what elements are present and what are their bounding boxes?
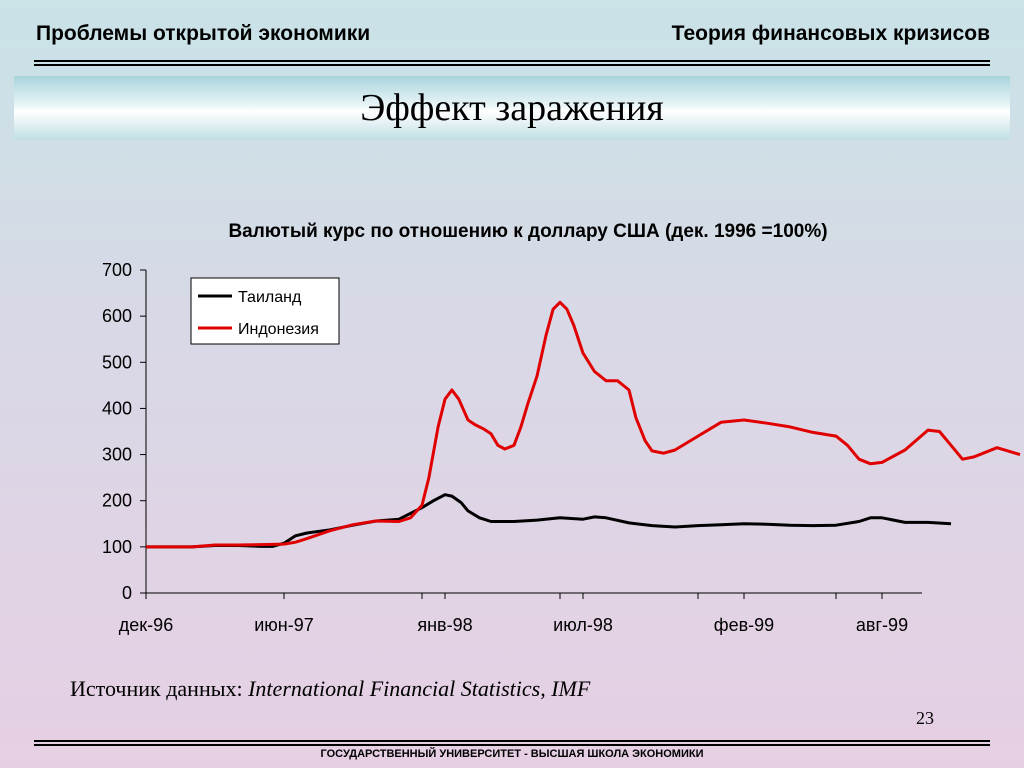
legend-box (190, 277, 340, 345)
series-line-indonesia (146, 300, 1021, 549)
x-tick-label: июн-97 (254, 615, 314, 635)
data-source-name: International Financial Statistics, IMF (248, 676, 591, 701)
x-tick-label: фев-99 (714, 615, 774, 635)
y-tick-label: 600 (102, 306, 132, 326)
series-line-thailand (146, 493, 952, 549)
y-tick-label: 0 (122, 583, 132, 603)
data-source-note: Источник данных: International Financial… (70, 676, 590, 702)
y-tick-label: 700 (102, 260, 132, 280)
header-divider-bottom (34, 64, 990, 66)
slide-title: Эффект заражения (360, 87, 664, 129)
footer-divider-bottom (34, 744, 990, 746)
chart-series (146, 300, 1021, 549)
page-number: 23 (916, 708, 934, 728)
legend-label: Таиланд (238, 289, 302, 306)
exchange-rate-chart: Валютый курс по отношению к доллару США … (102, 221, 1021, 635)
y-tick-label: 200 (102, 491, 132, 511)
data-source-prefix: Источник данных: (70, 676, 249, 701)
y-tick-label: 500 (102, 352, 132, 372)
y-tick-label: 300 (102, 445, 132, 465)
chart-legend: Таиланд Индонезия (190, 277, 340, 345)
legend-label: Индонезия (238, 321, 319, 338)
header-course-title: Проблемы открытой экономики (36, 22, 371, 45)
y-tick-label: 400 (102, 398, 132, 418)
x-tick-label: дек-96 (119, 615, 173, 635)
x-tick-label: авг-99 (856, 615, 908, 635)
x-tick-label: янв-98 (417, 615, 472, 635)
header-divider-top (34, 60, 990, 62)
title-banner (14, 76, 1010, 140)
y-tick-label: 100 (102, 537, 132, 557)
footer-university-name: ГОСУДАРСТВЕННЫЙ УНИВЕРСИТЕТ - ВЫСШАЯ ШКО… (320, 748, 704, 760)
footer-divider-top (34, 740, 990, 742)
chart-axes: 0 100 200 300 400 500 600 700 дек-96 июн-97 янв-98… (102, 260, 922, 635)
chart-title: Валютый курс по отношению к доллару США … (228, 221, 827, 242)
header-topic-title: Теория финансовых кризисов (671, 22, 990, 45)
x-tick-label: июл-98 (553, 615, 613, 635)
